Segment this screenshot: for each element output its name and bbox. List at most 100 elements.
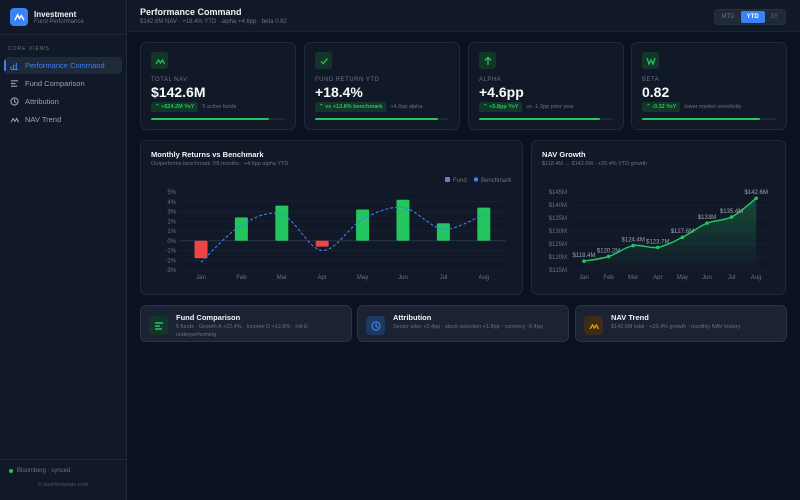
- y-tick-label: $135M: [549, 216, 567, 222]
- kpi-delta: -0.32 YoY: [652, 104, 677, 110]
- nav-point: [582, 259, 586, 263]
- quick-link-card[interactable]: Attribution Sector alloc +2.4pp · stock s…: [357, 305, 569, 342]
- y-tick-label: 4%: [167, 200, 176, 206]
- x-tick-label: Jul: [440, 275, 448, 281]
- legend-benchmark-label: Benchmark: [481, 178, 512, 184]
- x-tick-label: May: [357, 275, 368, 281]
- quick-link-card[interactable]: NAV Trend $142.6M total · +20.4% growth ·…: [575, 305, 787, 342]
- quick-link-card[interactable]: Fund Comparison 5 funds · Growth A +22.4%…: [140, 305, 352, 342]
- y-tick-label: 2%: [167, 219, 176, 225]
- kpi-delta-badge: ⌃ +$24.2M YoY: [151, 102, 199, 112]
- nav-point: [606, 254, 611, 259]
- kpi-note: vs -1.2pp prior year: [526, 104, 574, 110]
- arrow-up-icon: [479, 52, 496, 69]
- data-label: $142.6M: [745, 190, 768, 196]
- y-tick-label: 1%: [167, 229, 176, 235]
- y-tick-label: -2%: [165, 258, 176, 264]
- nav-growth-chart-card: NAV Growth $118.4M → $142.6M · +20.4% YT…: [531, 140, 786, 295]
- x-tick-label: Aug: [751, 275, 762, 281]
- sidebar-item-label: Attribution: [25, 97, 59, 106]
- x-tick-label: Jan: [196, 275, 206, 281]
- data-label: $123.7M: [646, 239, 669, 245]
- fund-bar: [356, 209, 370, 241]
- period-mtd-button[interactable]: MTD: [721, 14, 735, 20]
- nav-point: [729, 215, 734, 219]
- y-tick-label: $130M: [549, 229, 567, 235]
- fund-bar: [234, 217, 248, 241]
- x-tick-label: May: [677, 275, 688, 281]
- data-label: $127.6M: [671, 229, 694, 235]
- y-tick-label: $145M: [549, 190, 567, 196]
- chart-subtitle: Outperforms benchmark 7/8 months · +4.6p…: [151, 161, 289, 167]
- list-icon: [10, 80, 19, 87]
- sidebar-item-label: Performance Command: [25, 61, 105, 70]
- nav-section-label: CORE VIEWS: [8, 46, 50, 52]
- sidebar: Investment Fund Performance CORE VIEWS Pe…: [0, 0, 127, 500]
- y-tick-label: $140M: [549, 203, 567, 209]
- trend-icon: [10, 117, 19, 123]
- y-tick-label: 5%: [167, 190, 176, 196]
- data-label: $124.4M: [622, 238, 645, 244]
- chart-subtitle: $118.4M → $142.6M · +20.4% YTD growth: [542, 161, 648, 167]
- x-tick-label: Apr: [653, 275, 662, 281]
- fund-bar: [477, 207, 491, 241]
- quick-link-title: NAV Trend: [611, 313, 649, 322]
- chart-title: NAV Growth: [542, 150, 586, 159]
- x-tick-label: Mar: [628, 275, 638, 281]
- page-title: Performance Command: [140, 7, 242, 17]
- kpi-progress-bar: [642, 118, 776, 120]
- sidebar-item-nav-trend[interactable]: NAV Trend: [4, 111, 122, 128]
- chart-title: Monthly Returns vs Benchmark: [151, 150, 264, 159]
- kpi-value: +18.4%: [315, 84, 363, 100]
- trend-icon: [151, 52, 168, 69]
- kpi-card: FUND RETURN YTD +18.4% ⌃ vs +13.8% bench…: [304, 42, 460, 130]
- period-3y-button[interactable]: 3Y: [770, 14, 778, 20]
- kpi-progress-bar: [151, 118, 285, 120]
- kpi-note: +4.6pp alpha: [390, 104, 423, 110]
- benchmark-line: [200, 206, 485, 263]
- brand: Investment Fund Performance: [0, 0, 126, 35]
- kpi-delta-badge: ⌃ -0.32 YoY: [642, 102, 681, 112]
- quick-link-title: Fund Comparison: [176, 313, 241, 322]
- monthly-returns-chart: 5% 4% 3% 2% 1% 0% -1% -2% -3% Jan Feb Mar Apr May Jun J…: [165, 177, 512, 281]
- nav-point: [656, 245, 660, 250]
- kpi-delta-badge: ⌃ vs +13.8% benchmark: [315, 102, 387, 112]
- y-tick-label: $120M: [549, 255, 567, 261]
- monthly-returns-chart-card: Monthly Returns vs Benchmark Outperforms…: [140, 140, 523, 295]
- kpi-label: BETA: [642, 77, 660, 83]
- sidebar-item-fund-comparison[interactable]: Fund Comparison: [4, 75, 122, 92]
- sidebar-item-label: NAV Trend: [25, 115, 62, 124]
- legend-fund-label: Fund: [453, 178, 467, 184]
- bar-chart-icon: [10, 62, 19, 70]
- y-tick-label: $125M: [549, 242, 567, 248]
- kpi-label: TOTAL NAV: [151, 77, 188, 83]
- quick-link-desc: 5 funds · Growth A +22.4% · Income D +12…: [176, 324, 308, 338]
- fund-bar: [194, 240, 208, 259]
- brand-subtitle: Fund Performance: [34, 18, 84, 25]
- nav-point: [705, 221, 709, 225]
- nav-point: [754, 196, 758, 201]
- sidebar-footer: Bloomberg · synced © dashtemplate.com: [0, 459, 126, 500]
- period-ytd-button[interactable]: YTD: [740, 11, 765, 23]
- y-tick-label: 0%: [167, 239, 176, 245]
- status-dot-icon: [9, 469, 13, 473]
- x-tick-label: Jun: [702, 275, 712, 281]
- wave-icon: [642, 52, 659, 69]
- legend-benchmark-swatch: [473, 177, 479, 182]
- fund-bar: [315, 240, 329, 247]
- check-icon: [315, 52, 332, 69]
- nav-point: [631, 243, 635, 248]
- y-tick-label: -1%: [165, 249, 176, 255]
- page-subtitle: $142.6M NAV · +18.4% YTD · alpha +4.6pp …: [140, 19, 287, 25]
- data-label: $135.4M: [720, 209, 743, 215]
- clock-pie-icon: [10, 97, 19, 106]
- kpi-progress-bar: [315, 118, 449, 120]
- sidebar-item-attribution[interactable]: Attribution: [4, 93, 122, 110]
- x-tick-label: Apr: [318, 275, 327, 281]
- kpi-delta-badge: ⌃ +5.8pp YoY: [479, 102, 523, 112]
- nav-growth-chart: $145M $140M $135M $130M $125M $120M $115M Jan Fe…: [549, 190, 768, 281]
- list-icon: [149, 316, 168, 335]
- kpi-progress-bar: [479, 118, 613, 120]
- sidebar-item-performance-command[interactable]: Performance Command: [4, 57, 122, 74]
- kpi-label: FUND RETURN YTD: [315, 77, 380, 83]
